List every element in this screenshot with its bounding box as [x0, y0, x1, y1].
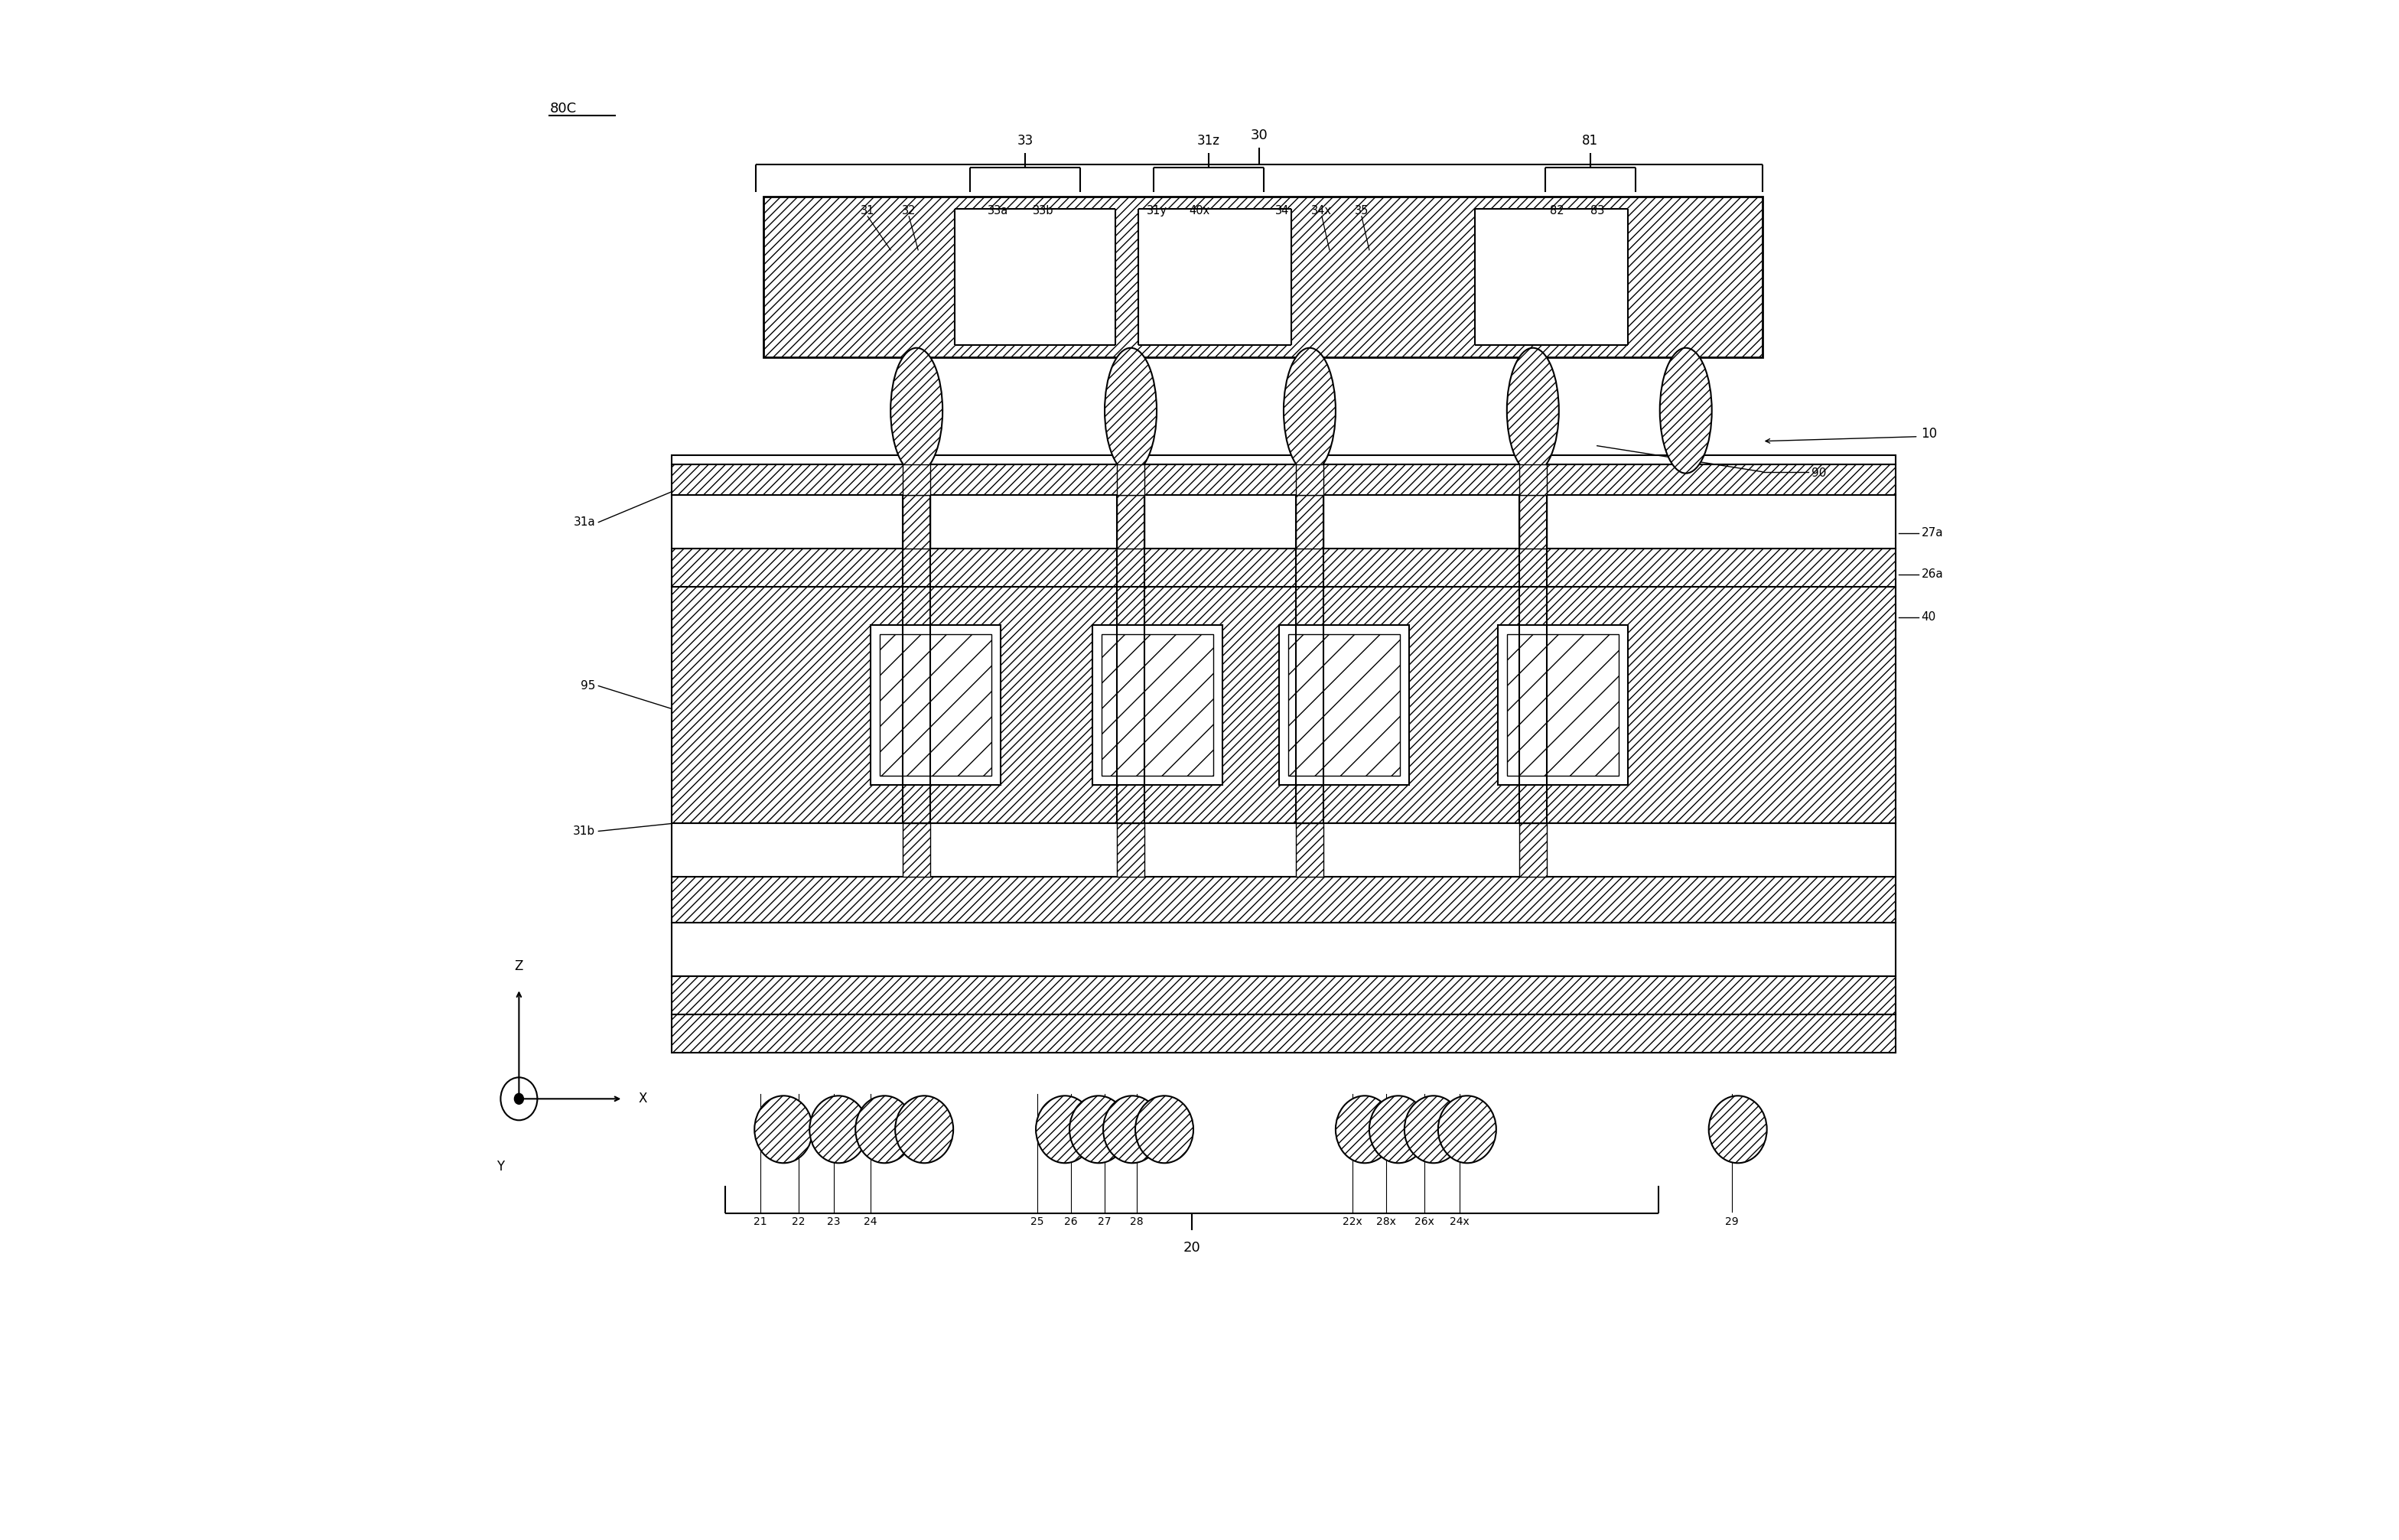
- Text: 26: 26: [1065, 1217, 1077, 1227]
- Text: 82: 82: [1550, 205, 1564, 216]
- Text: 81: 81: [1583, 134, 1598, 148]
- Text: Z: Z: [516, 959, 523, 973]
- Bar: [1118, 824, 1144, 878]
- Ellipse shape: [1135, 1096, 1192, 1163]
- Bar: [672, 587, 1895, 824]
- Bar: [1519, 824, 1547, 878]
- Ellipse shape: [1370, 1096, 1427, 1163]
- Text: 23: 23: [828, 1217, 840, 1227]
- Bar: [1295, 824, 1324, 878]
- Text: 22x: 22x: [1343, 1217, 1363, 1227]
- Ellipse shape: [1104, 348, 1156, 473]
- Bar: [1118, 464, 1144, 494]
- Text: 27: 27: [1099, 1217, 1111, 1227]
- Text: 95: 95: [581, 681, 595, 691]
- Ellipse shape: [1283, 348, 1336, 473]
- Ellipse shape: [895, 1096, 952, 1163]
- Text: 33b: 33b: [1034, 205, 1053, 216]
- Ellipse shape: [1336, 1096, 1394, 1163]
- Ellipse shape: [856, 1096, 914, 1163]
- Text: 22: 22: [792, 1217, 806, 1227]
- Text: 90: 90: [1811, 468, 1826, 479]
- Ellipse shape: [1708, 1096, 1768, 1163]
- Text: 40: 40: [1922, 611, 1936, 622]
- Bar: [902, 494, 931, 548]
- Bar: [672, 824, 1895, 878]
- Bar: [672, 878, 1895, 922]
- Bar: [763, 197, 1763, 357]
- Text: 31: 31: [861, 205, 876, 216]
- Bar: [902, 824, 931, 878]
- Bar: [672, 1015, 1895, 1053]
- Bar: [672, 548, 1895, 587]
- Text: 31z: 31z: [1197, 134, 1221, 148]
- Text: 32: 32: [902, 205, 916, 216]
- Text: 31y: 31y: [1147, 205, 1166, 216]
- Ellipse shape: [1437, 1096, 1497, 1163]
- Text: 28x: 28x: [1377, 1217, 1396, 1227]
- Text: 34x: 34x: [1312, 205, 1331, 216]
- Text: 24x: 24x: [1449, 1217, 1468, 1227]
- Bar: [1140, 209, 1291, 345]
- Bar: [672, 454, 1895, 464]
- Ellipse shape: [1403, 1096, 1463, 1163]
- Ellipse shape: [1104, 1096, 1161, 1163]
- Text: 25: 25: [1032, 1217, 1044, 1227]
- Ellipse shape: [1507, 348, 1559, 473]
- Text: 33: 33: [1017, 134, 1034, 148]
- Text: 21: 21: [753, 1217, 768, 1227]
- Bar: [880, 634, 991, 776]
- Bar: [1295, 494, 1324, 548]
- Bar: [1279, 625, 1408, 785]
- Text: 10: 10: [1922, 427, 1938, 440]
- Text: 24: 24: [864, 1217, 878, 1227]
- Ellipse shape: [808, 1096, 868, 1163]
- Text: 26x: 26x: [1415, 1217, 1435, 1227]
- Bar: [902, 464, 931, 494]
- Bar: [955, 209, 1116, 345]
- Text: 31a: 31a: [573, 516, 595, 528]
- Text: 83: 83: [1591, 205, 1605, 216]
- Ellipse shape: [501, 1078, 537, 1120]
- Text: 40x: 40x: [1190, 205, 1209, 216]
- Bar: [1101, 634, 1214, 776]
- Text: 27a: 27a: [1922, 527, 1943, 539]
- Text: 29: 29: [1725, 1217, 1739, 1227]
- Text: 34: 34: [1274, 205, 1288, 216]
- Text: 28: 28: [1130, 1217, 1144, 1227]
- Ellipse shape: [1036, 1096, 1094, 1163]
- Text: 80C: 80C: [549, 102, 576, 115]
- Bar: [1507, 634, 1619, 776]
- Ellipse shape: [890, 348, 943, 473]
- Bar: [1118, 494, 1144, 548]
- Bar: [1497, 625, 1627, 785]
- Text: Y: Y: [497, 1160, 504, 1173]
- Bar: [1288, 634, 1401, 776]
- Bar: [1519, 464, 1547, 494]
- Text: X: X: [638, 1092, 648, 1106]
- Ellipse shape: [753, 1096, 813, 1163]
- Bar: [1092, 625, 1223, 785]
- Bar: [672, 976, 1895, 1015]
- Bar: [1519, 494, 1547, 548]
- Text: 33a: 33a: [988, 205, 1008, 216]
- Text: 20: 20: [1183, 1241, 1200, 1255]
- Text: 31b: 31b: [573, 825, 595, 836]
- Ellipse shape: [1660, 348, 1713, 473]
- Text: 26a: 26a: [1922, 568, 1943, 581]
- Text: 35: 35: [1355, 205, 1370, 216]
- Bar: [672, 464, 1895, 494]
- Text: 30: 30: [1250, 128, 1267, 142]
- Ellipse shape: [1070, 1096, 1128, 1163]
- Ellipse shape: [513, 1093, 523, 1104]
- Bar: [1475, 209, 1627, 345]
- Bar: [1295, 464, 1324, 494]
- Bar: [672, 922, 1895, 976]
- Bar: [871, 625, 1000, 785]
- Bar: [672, 494, 1895, 548]
